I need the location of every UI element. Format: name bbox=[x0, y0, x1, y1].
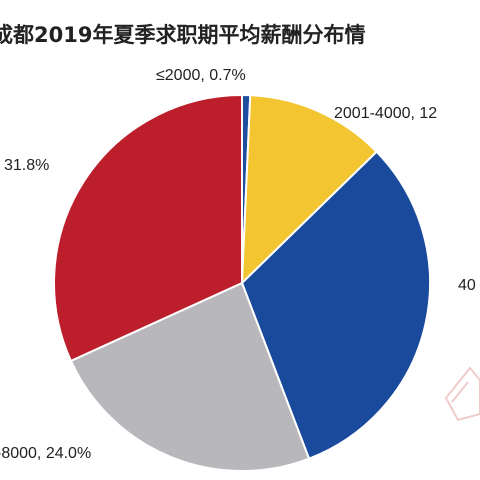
chart-title: 成都2019年夏季求职期平均薪酬分布情 bbox=[0, 23, 365, 47]
slice-label-4001-6000: 40 bbox=[458, 277, 476, 294]
pie-slices bbox=[53, 93, 432, 472]
watermark-logo bbox=[444, 366, 480, 422]
slice-label-2001-4000: 2001-4000, 12 bbox=[334, 105, 437, 122]
pie-slice-6001-8000 bbox=[69, 281, 311, 472]
pie-slice-8000 bbox=[53, 93, 243, 363]
slice-label-6001-8000: -8000, 24.0% bbox=[0, 445, 91, 462]
pie-slice-4001-6000 bbox=[240, 150, 432, 460]
slice-label-gt8000: 31.8% bbox=[4, 157, 49, 174]
pie-slice-2001-4000 bbox=[240, 94, 379, 286]
slice-label-le2000: ≤2000, 0.7% bbox=[156, 67, 246, 84]
